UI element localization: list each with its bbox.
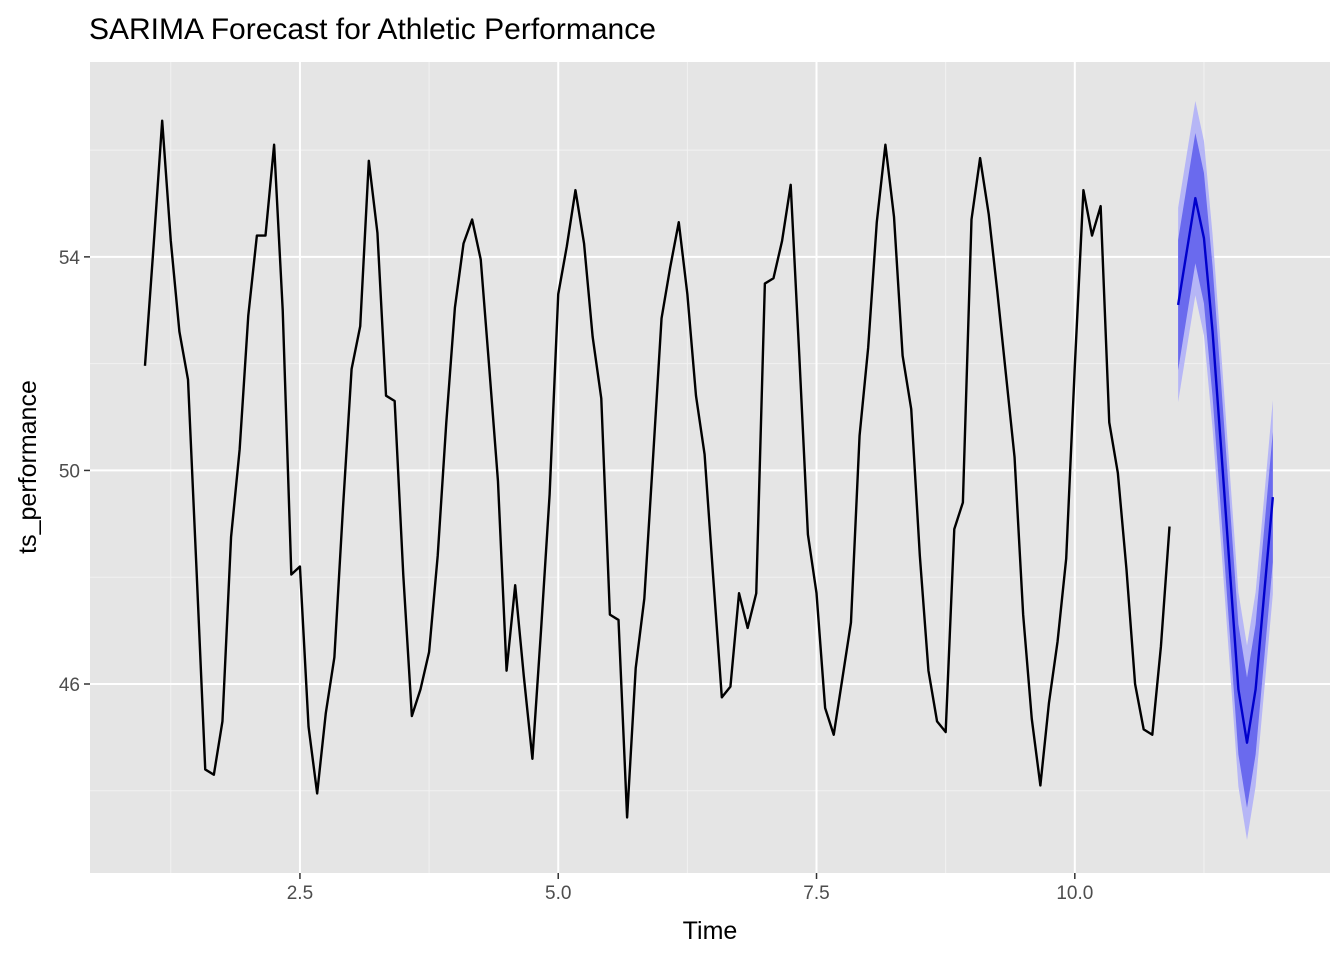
- y-tick-label: 46: [59, 675, 80, 696]
- x-tick-label: 7.5: [803, 883, 829, 904]
- x-tick-label: 5.0: [545, 883, 571, 904]
- x-tick-label: 2.5: [287, 883, 313, 904]
- y-axis-label: ts_performance: [14, 380, 42, 554]
- x-tick-label: 10.0: [1056, 883, 1093, 904]
- y-tick-label: 50: [59, 461, 80, 482]
- chart-title: SARIMA Forecast for Athletic Performance: [89, 13, 656, 46]
- x-axis-label: Time: [683, 917, 738, 945]
- x-axis: 2.5 5.0 7.5 10.0: [287, 873, 1094, 904]
- y-tick-label: 54: [59, 248, 81, 269]
- y-axis: 46 50 54: [59, 248, 90, 696]
